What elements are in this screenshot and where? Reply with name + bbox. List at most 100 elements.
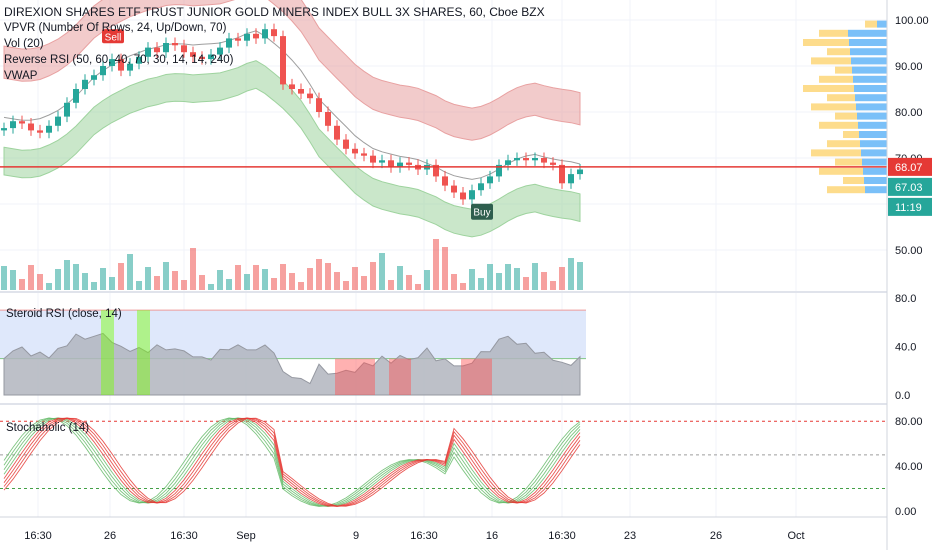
volume-bar — [433, 239, 439, 290]
last-price-value: 67.03 — [895, 182, 923, 194]
volume-bar — [388, 280, 394, 290]
candle-body — [568, 174, 574, 184]
stoch-pane[interactable] — [0, 417, 887, 507]
volume-bar — [109, 277, 115, 290]
candle-body — [559, 164, 565, 184]
rsi-oversold-highlight — [137, 310, 150, 395]
rsi-legend[interactable]: Steroid RSI (close, 14) — [6, 306, 122, 322]
vpvr-down-bar — [835, 158, 862, 166]
time-axis-tick: 16:30 — [548, 530, 576, 542]
stoch-axis-tick: 80.00 — [895, 416, 923, 428]
candle-body — [478, 183, 484, 191]
pane-separators[interactable] — [0, 291, 887, 405]
vpvr-down-bar — [819, 75, 853, 83]
buy-signal-box — [471, 203, 493, 220]
volume-bar — [352, 267, 358, 290]
candle-body — [532, 158, 538, 161]
stoch-legend[interactable]: Stochaholic (14) — [6, 420, 89, 436]
volume-bar — [253, 265, 259, 290]
pane-separator-2 — [0, 403, 887, 405]
reverse-rsi-lower-band — [3, 60, 581, 238]
candle-body — [487, 176, 493, 184]
rsi-oversold-highlight — [101, 310, 114, 395]
candle-body — [433, 164, 439, 177]
candle-body — [10, 121, 16, 129]
volume-bar — [559, 267, 565, 290]
rsi-axis-tick: 80.0 — [895, 293, 916, 305]
stoch-ribbon-line — [3, 417, 581, 507]
volume-bar — [289, 273, 295, 290]
volume-bar — [478, 278, 484, 290]
candle-body — [397, 162, 403, 168]
countdown-badge — [888, 197, 932, 216]
vpvr-up-bar — [849, 39, 887, 46]
right-price-axis[interactable]: 100.0090.0080.0070.0060.0050.0080.040.00… — [886, 0, 932, 550]
vpvr-down-bar — [803, 39, 849, 46]
vpvr-down-bar — [827, 94, 855, 102]
candle-body — [127, 63, 133, 71]
rsi-pane[interactable] — [0, 309, 586, 396]
vpvr-up-bar — [852, 66, 887, 74]
volume-bar — [460, 283, 466, 290]
stoch-ribbon-line — [3, 417, 581, 507]
vpvr-up-bar — [857, 112, 887, 120]
indicator-vpvr[interactable]: VPVR (Number Of Rows, 24, Up/Down, 70) — [4, 22, 227, 34]
candle-body — [550, 162, 556, 165]
volume-bar — [325, 263, 331, 290]
indicator-reverse-rsi[interactable]: Reverse RSI (50, 60, 40, 70, 30, 14, 14,… — [4, 54, 234, 66]
vpvr-up-bar — [864, 177, 887, 184]
price-axis-tick: 100.00 — [895, 15, 929, 27]
time-axis-tick: 26 — [710, 530, 722, 542]
candle-body — [577, 169, 583, 175]
vpvr-up-bar — [859, 131, 887, 138]
volume-bar — [136, 281, 142, 290]
volume-bar — [226, 279, 232, 290]
indicator-volume[interactable]: Vol (20) — [4, 38, 44, 50]
volume-bar — [523, 277, 529, 290]
rsi-overbought-highlight — [389, 358, 411, 395]
candle-body — [91, 75, 97, 80]
volume-bar — [208, 284, 214, 290]
candle-body — [541, 158, 547, 163]
volume-bar — [406, 275, 412, 290]
volume-bar — [235, 265, 241, 290]
vpvr-down-bar — [865, 20, 877, 28]
candle-body — [325, 112, 331, 126]
vpvr-up-bar — [851, 57, 887, 65]
vpvr-up-bar — [856, 103, 887, 111]
rsi-overbought-highlight — [461, 358, 492, 395]
candle-body — [370, 155, 376, 163]
candle-body — [253, 33, 259, 39]
candle-body — [190, 52, 196, 57]
vpvr-up-bar — [854, 85, 887, 92]
candle-body — [37, 130, 43, 133]
vpvr-down-bar — [819, 167, 863, 175]
candle-body — [217, 47, 223, 55]
candle-body — [514, 158, 520, 161]
candle-body — [109, 59, 115, 66]
time-axis[interactable]: 16:30 26 16:30 Sep 9 16:30 16 16:30 23 26 Oct — [0, 516, 887, 542]
candle-body — [496, 164, 502, 177]
volume-bar — [19, 279, 25, 290]
pane-separator-1 — [0, 291, 887, 293]
time-axis-tick: 23 — [624, 530, 636, 542]
candle-body — [334, 125, 340, 140]
volume-bar — [199, 275, 205, 290]
volume-bar — [442, 247, 448, 290]
time-axis-tick: Oct — [787, 530, 804, 542]
price-pane[interactable]: Sell Buy — [0, 0, 887, 290]
volume-bar — [532, 263, 538, 290]
volume-bar — [487, 264, 493, 290]
volume-bar — [451, 274, 457, 290]
stoch-ribbon-line — [3, 417, 581, 507]
candle-body — [361, 153, 367, 156]
volume-bar — [541, 272, 547, 290]
time-axis-tick: 26 — [104, 530, 116, 542]
vpvr-down-bar — [811, 149, 861, 157]
candle-body — [442, 176, 448, 186]
candle-body — [64, 102, 70, 117]
indicator-vwap[interactable]: VWAP — [4, 70, 38, 82]
price-axis-tick: 80.00 — [895, 107, 923, 119]
candle-body — [316, 98, 322, 112]
